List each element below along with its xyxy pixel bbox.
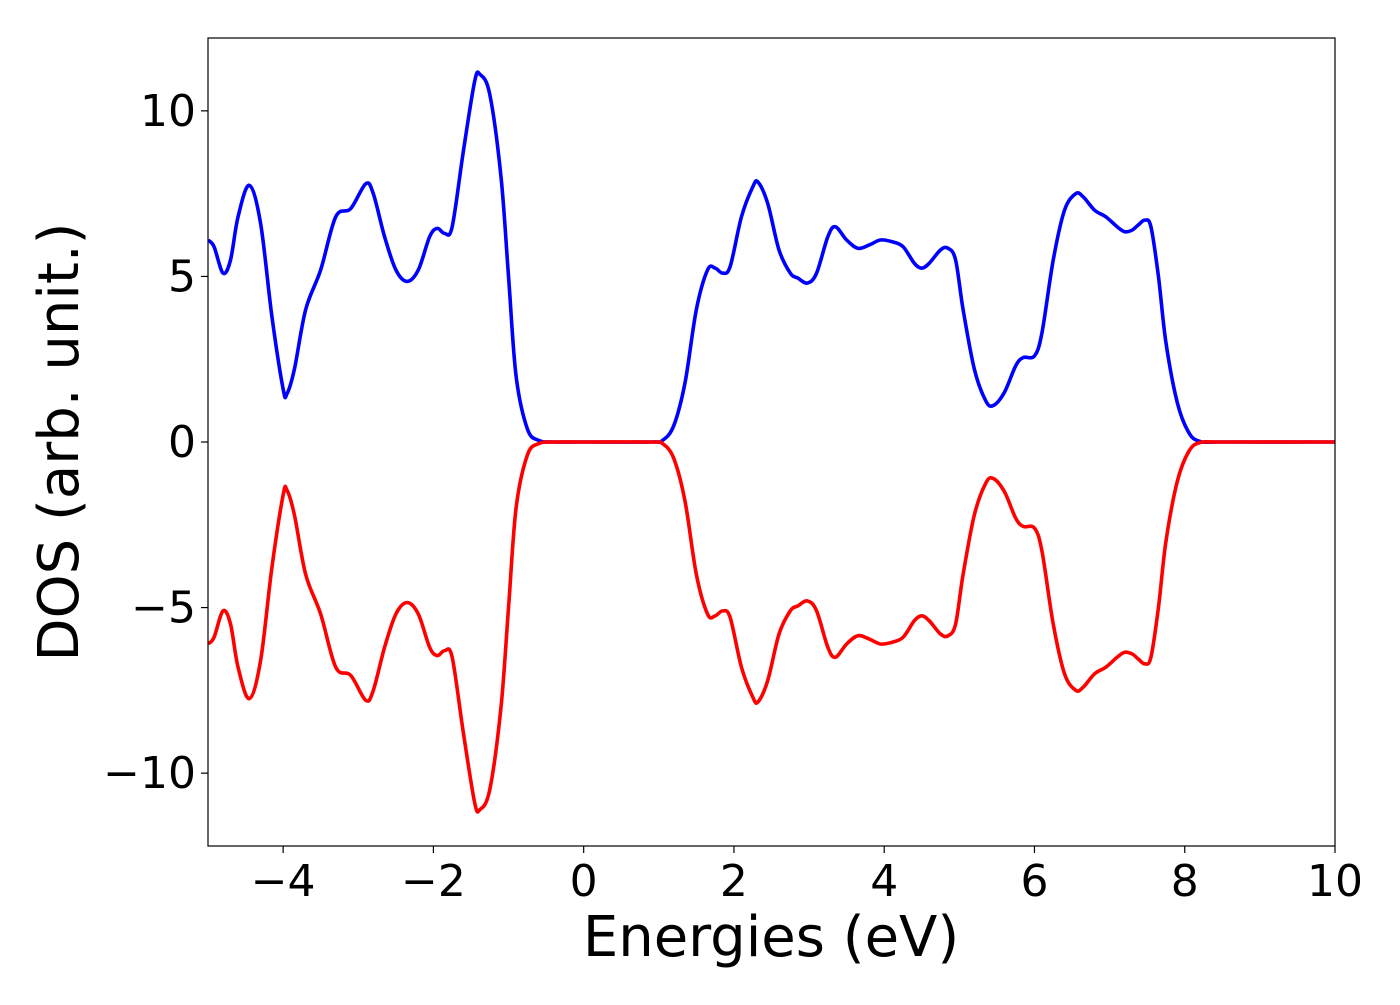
x-axis-ticks: −4 −2 0 2 4 6 8 10 bbox=[251, 846, 1363, 907]
x-tick-label: 4 bbox=[870, 856, 898, 907]
y-tick-label: 5 bbox=[168, 251, 196, 302]
y-axis-ticks: 10 5 0 −5 −10 bbox=[103, 86, 208, 799]
y-tick-label: 10 bbox=[140, 86, 196, 137]
x-tick-label: −2 bbox=[401, 856, 466, 907]
y-tick-label: −5 bbox=[131, 583, 196, 634]
series-line-negative bbox=[208, 439, 1335, 814]
y-axis-label: DOS (arb. unit.) bbox=[27, 222, 92, 661]
y-tick-label: 0 bbox=[168, 417, 196, 468]
series-line-positive bbox=[208, 70, 1335, 445]
x-tick-label: −4 bbox=[251, 856, 316, 907]
x-tick-label: 10 bbox=[1307, 856, 1363, 907]
x-tick-label: 2 bbox=[720, 856, 748, 907]
x-axis-label: Energies (eV) bbox=[583, 905, 959, 970]
x-tick-label: 0 bbox=[570, 856, 598, 907]
plot-background bbox=[208, 38, 1335, 846]
series-layer bbox=[208, 70, 1335, 814]
x-tick-label: 8 bbox=[1171, 856, 1199, 907]
x-tick-label: 6 bbox=[1020, 856, 1048, 907]
y-tick-label: −10 bbox=[103, 748, 196, 799]
